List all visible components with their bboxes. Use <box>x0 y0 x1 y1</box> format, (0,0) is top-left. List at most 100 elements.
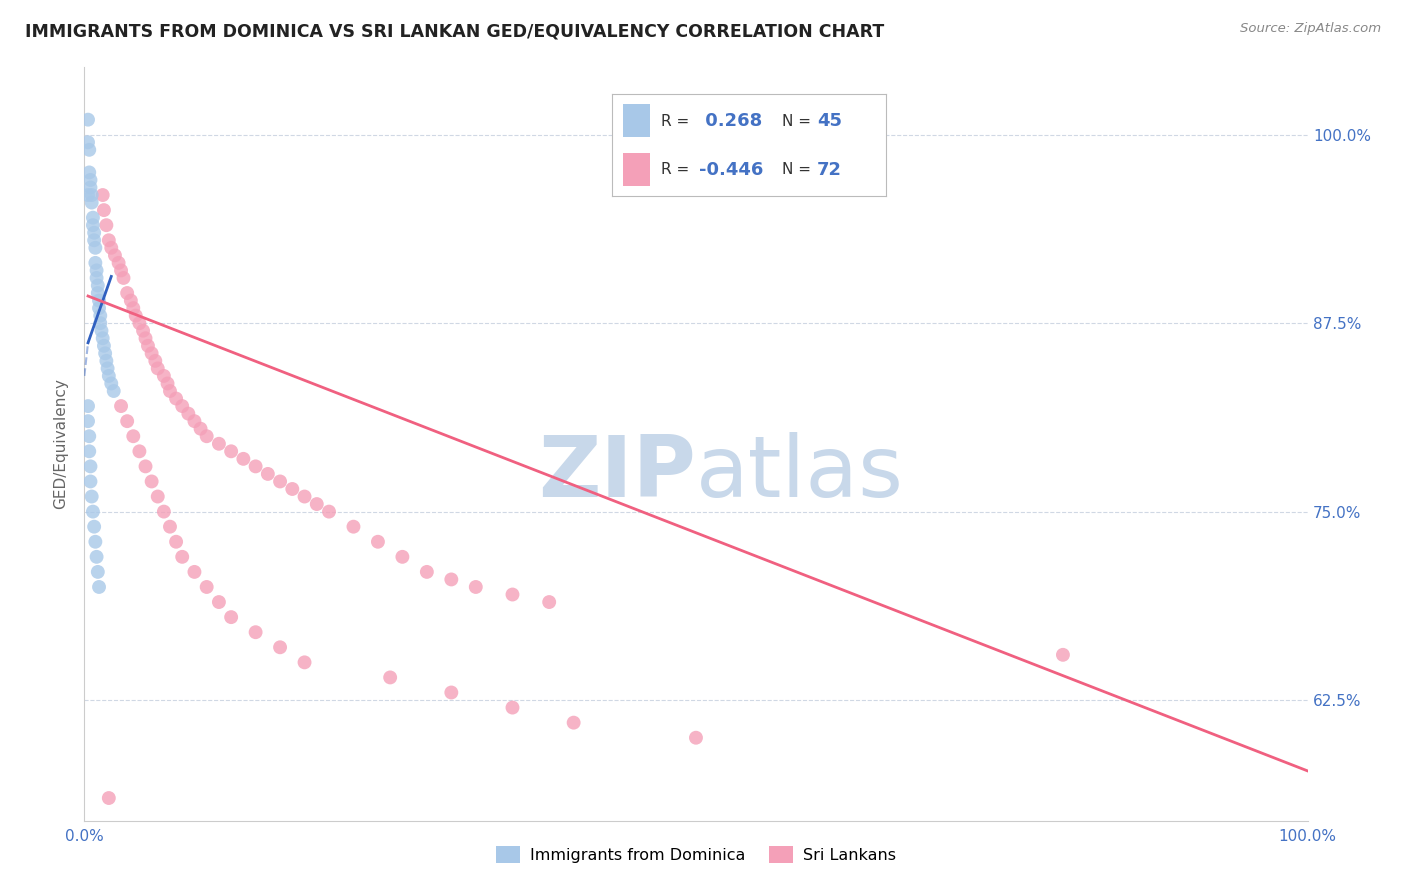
Point <box>79 173 101 187</box>
Point <box>391 549 413 564</box>
Point <box>195 429 218 443</box>
Point <box>153 368 176 383</box>
Text: R =: R = <box>661 162 689 178</box>
Point <box>294 656 316 670</box>
Point <box>86 263 108 277</box>
Point <box>156 376 179 391</box>
Point <box>135 331 157 345</box>
Point <box>89 309 111 323</box>
FancyBboxPatch shape <box>623 104 650 136</box>
Point <box>77 143 100 157</box>
Text: ZIP: ZIP <box>538 433 696 516</box>
Point <box>562 715 585 730</box>
Point <box>269 640 291 655</box>
Point <box>86 549 108 564</box>
Point <box>77 135 100 149</box>
Point <box>84 534 107 549</box>
Point <box>146 490 169 504</box>
Point <box>100 376 122 391</box>
Point <box>128 316 150 330</box>
Text: 0.268: 0.268 <box>699 112 762 130</box>
Point <box>84 256 107 270</box>
Point <box>79 459 101 474</box>
Point <box>141 346 163 360</box>
Point <box>82 211 104 225</box>
Text: 72: 72 <box>817 161 842 178</box>
Point <box>685 731 707 745</box>
Point <box>77 414 100 428</box>
Point <box>82 505 104 519</box>
Point <box>538 595 561 609</box>
Point <box>87 301 110 315</box>
Legend: Immigrants from Dominica, Sri Lankans: Immigrants from Dominica, Sri Lankans <box>489 840 903 869</box>
Point <box>159 384 181 398</box>
Point <box>93 203 115 218</box>
Point <box>90 324 112 338</box>
Point <box>416 565 439 579</box>
Text: Source: ZipAtlas.com: Source: ZipAtlas.com <box>1240 22 1381 36</box>
Point <box>80 490 103 504</box>
Point <box>502 700 524 714</box>
Point <box>245 459 267 474</box>
Point <box>104 248 127 262</box>
Point <box>115 285 138 300</box>
Point <box>87 580 110 594</box>
Point <box>96 218 118 232</box>
Point <box>294 490 316 504</box>
Point <box>440 573 463 587</box>
Text: R =: R = <box>661 114 689 128</box>
Point <box>219 610 242 624</box>
Point <box>342 519 364 533</box>
Point <box>257 467 280 481</box>
Point <box>122 429 145 443</box>
Point <box>91 331 114 345</box>
Point <box>232 451 254 466</box>
Point <box>190 422 212 436</box>
Y-axis label: GED/Equivalency: GED/Equivalency <box>53 378 69 509</box>
Point <box>97 233 120 247</box>
Point <box>165 392 187 406</box>
Point <box>79 475 101 489</box>
Point <box>177 407 200 421</box>
Point <box>83 226 105 240</box>
Point <box>77 399 100 413</box>
Point <box>367 534 389 549</box>
Point <box>115 414 138 428</box>
Point <box>110 399 132 413</box>
Point <box>97 361 120 376</box>
Point <box>84 241 107 255</box>
Point <box>86 271 108 285</box>
Point <box>464 580 486 594</box>
Point <box>94 346 117 360</box>
FancyBboxPatch shape <box>623 153 650 186</box>
Point <box>87 285 110 300</box>
Point <box>281 482 304 496</box>
Point <box>143 354 166 368</box>
Point <box>112 271 135 285</box>
Text: 45: 45 <box>817 112 842 130</box>
Point <box>93 339 115 353</box>
Point <box>318 505 340 519</box>
Point <box>83 233 105 247</box>
Point <box>77 165 100 179</box>
Point <box>245 625 267 640</box>
Point <box>125 309 148 323</box>
Point <box>128 444 150 458</box>
Text: IMMIGRANTS FROM DOMINICA VS SRI LANKAN GED/EQUIVALENCY CORRELATION CHART: IMMIGRANTS FROM DOMINICA VS SRI LANKAN G… <box>25 22 884 40</box>
Point <box>122 301 145 315</box>
Point <box>77 112 100 127</box>
Point <box>100 241 122 255</box>
Point <box>77 444 100 458</box>
Point <box>103 384 125 398</box>
Point <box>82 218 104 232</box>
Text: N =: N = <box>782 114 811 128</box>
Text: N =: N = <box>782 162 811 178</box>
Point <box>135 459 157 474</box>
Point <box>153 505 176 519</box>
Point <box>172 399 194 413</box>
Point <box>77 429 100 443</box>
Point <box>87 293 110 308</box>
Point <box>141 475 163 489</box>
Point <box>80 188 103 202</box>
Point <box>146 361 169 376</box>
